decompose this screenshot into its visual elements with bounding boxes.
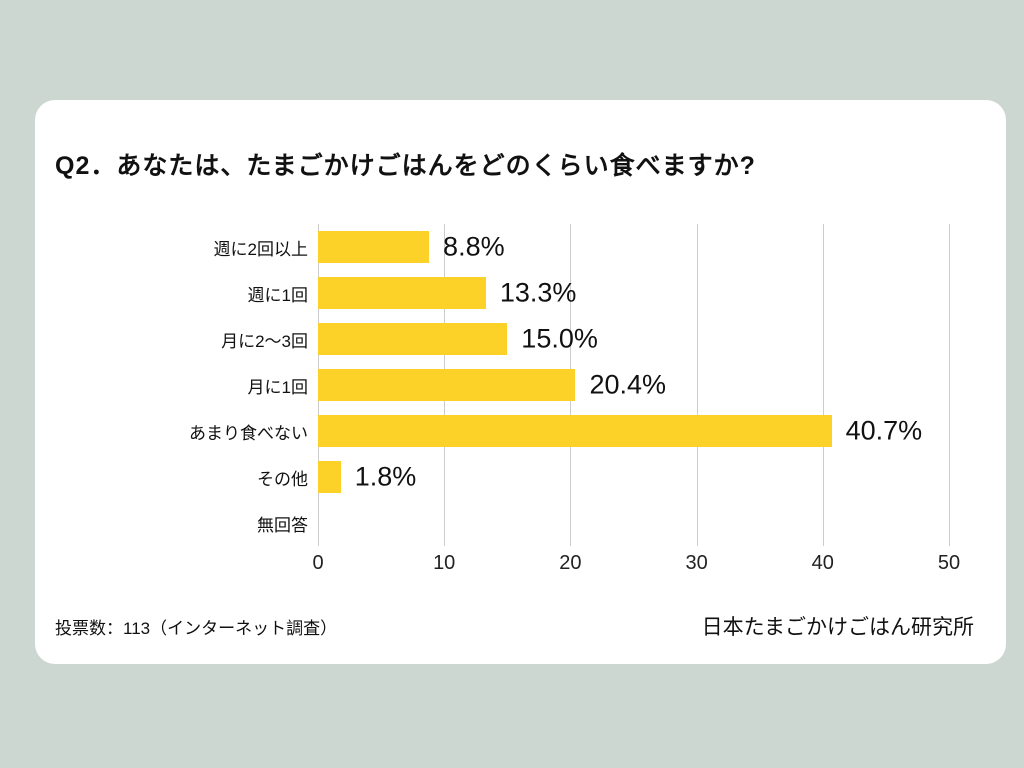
bar — [318, 369, 576, 401]
category-label: 週に1回 — [247, 285, 308, 305]
bar-track: 20.4% — [318, 362, 949, 408]
bar — [318, 323, 508, 355]
chart-row: 月に2～3回 15.0% — [35, 316, 1006, 362]
bar-track: 1.8% — [318, 454, 949, 500]
x-axis: 0 10 20 30 40 50 — [312, 546, 960, 580]
survey-card: Q2．あなたは、たまごかけごはんをどのくらい食べますか? 週に2回以上 8.8% 週… — [35, 100, 1006, 664]
chart-row: 週に1回 13.3% — [35, 270, 1006, 316]
category-label: あまり食べない — [189, 423, 308, 443]
bar — [318, 461, 341, 493]
gridline — [696, 224, 698, 546]
value-label: 13.3% — [499, 277, 577, 308]
bar — [318, 277, 486, 309]
x-tick-label: 30 — [685, 552, 708, 574]
value-label: 15.0% — [521, 323, 598, 354]
chart-title: Q2．あなたは、たまごかけごはんをどのくらい食べますか? — [55, 152, 756, 180]
x-tick-label: 50 — [937, 552, 961, 574]
value-label: 1.8% — [354, 461, 417, 492]
x-tick-label: 20 — [559, 552, 582, 574]
sample-size-note: 投票数：113（インターネット調査） — [55, 619, 338, 638]
category-label: 月に2～3回 — [221, 331, 308, 351]
bar-track: 15.0% — [318, 316, 949, 362]
category-label: 月に1回 — [247, 377, 308, 397]
category-label: その他 — [257, 469, 308, 489]
gridline — [822, 224, 824, 546]
gridline — [949, 224, 950, 546]
x-tick-label: 40 — [811, 552, 834, 574]
value-label: 20.4% — [589, 369, 666, 400]
x-tick-label: 10 — [433, 552, 456, 574]
value-label: 8.8% — [443, 231, 505, 262]
source-credit: 日本たまごかけごはん研究所 — [701, 616, 974, 639]
chart-row: 週に2回以上 8.8% — [35, 224, 1006, 270]
category-label: 週に2回以上 — [213, 239, 308, 259]
chart-row: 月に1回 20.4% — [35, 362, 1006, 408]
bar-track: 8.8% — [318, 224, 949, 270]
chart-row: 無回答 — [35, 500, 1006, 546]
chart-row: あまり食べない 40.7% — [35, 408, 1006, 454]
bar-track: 13.3% — [318, 270, 949, 316]
value-label: 40.7% — [845, 415, 923, 446]
category-label: 無回答 — [257, 515, 308, 535]
bar — [318, 415, 832, 447]
bar-track — [318, 500, 949, 546]
bar — [318, 231, 430, 263]
chart-row: その他 1.8% — [35, 454, 1006, 500]
x-tick-label: 0 — [312, 552, 324, 574]
bar-rows: 週に2回以上 8.8% 週に1回 13.3% 月に2～3回 15.0% 月に1回 20.4% あ… — [35, 224, 1006, 546]
bar-track: 40.7% — [318, 408, 949, 454]
bar-chart: 週に2回以上 8.8% 週に1回 13.3% 月に2～3回 15.0% 月に1回 20.4% あ… — [35, 224, 1006, 584]
